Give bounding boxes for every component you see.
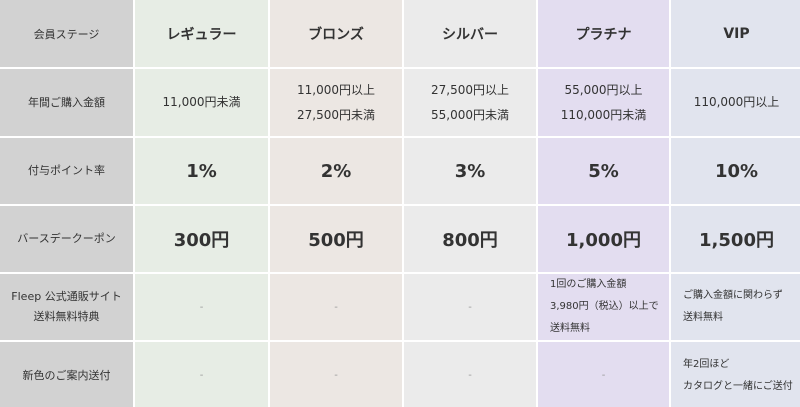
header-cell: シルバー <box>404 0 536 67</box>
cell-text: 1,000円 <box>566 230 641 251</box>
value-cell: 110,000円以上 <box>671 69 800 136</box>
header-cell: 会員ステージ <box>0 0 133 67</box>
cell-text: シルバー <box>442 26 498 43</box>
cell-text: バースデークーポン <box>17 232 116 245</box>
value-cell: 11,000円以上 27,500円未満 <box>270 69 402 136</box>
cell-text: 3,980円（税込）以上で <box>550 301 659 312</box>
cell-text: 10% <box>714 160 759 182</box>
value-cell: 500円 <box>270 206 402 272</box>
cell-text: 3% <box>454 160 486 182</box>
cell-text: 27,500円以上 <box>431 82 509 97</box>
cell-text: 5% <box>588 160 619 182</box>
cell-text: 110,000円以上 <box>693 95 780 109</box>
header-cell: ブロンズ <box>270 0 402 67</box>
cell-text: 11,000円未満 <box>162 95 241 109</box>
value-cell: 3% <box>404 138 536 204</box>
cell-text: 送料無料 <box>683 312 723 323</box>
cell-text: 年2回ほど <box>683 358 730 370</box>
cell-text: - <box>334 370 338 381</box>
value-cell: 55,000円以上 110,000円未満 <box>538 69 669 136</box>
cell-text: - <box>468 301 472 313</box>
value-cell: 27,500円以上 55,000円未満 <box>404 69 536 136</box>
row-label: 年間ご購入金額 <box>0 69 133 136</box>
cell-text: - <box>601 370 606 381</box>
header-cell: VIP <box>671 0 800 67</box>
cell-text: 800円 <box>442 230 498 251</box>
value-cell: - <box>404 342 536 407</box>
value-cell: - <box>270 274 402 340</box>
cell-text: 1% <box>186 160 217 182</box>
value-cell: - <box>135 342 268 407</box>
value-cell: - <box>270 342 402 407</box>
cell-text: VIP <box>723 25 750 42</box>
value-cell: - <box>538 342 669 407</box>
cell-text: 会員ステージ <box>33 27 100 41</box>
cell-text: 11,000円以上 <box>297 82 375 97</box>
value-cell: 年2回ほどカタログと一緒にご送付 <box>671 342 800 407</box>
value-cell: ご購入金額に関わらず 送料無料 <box>671 274 800 340</box>
header-cell: レギュラー <box>135 0 268 67</box>
cell-text: 新色のご案内送付 <box>22 368 111 382</box>
row-label: バースデークーポン <box>0 206 133 272</box>
value-cell: 10% <box>671 138 800 204</box>
value-cell: 1% <box>135 138 268 204</box>
value-cell: 800円 <box>404 206 536 272</box>
cell-text: 300円 <box>173 230 230 251</box>
cell-text: カタログと一緒にご送付 <box>683 380 793 392</box>
cell-text: 55,000円以上 <box>564 82 643 97</box>
value-cell: 5% <box>538 138 669 204</box>
cell-text: プラチナ <box>575 26 632 43</box>
value-cell: 1,000円 <box>538 206 669 272</box>
row-label: 新色のご案内送付 <box>0 342 133 407</box>
cell-text: 2% <box>320 160 352 182</box>
cell-text: Fleep 公式通販サイト <box>11 290 122 303</box>
cell-text: - <box>468 370 472 381</box>
cell-text: 1回のご購入金額 <box>550 279 627 290</box>
cell-text: ブロンズ <box>308 26 364 43</box>
cell-text: 500円 <box>308 230 364 251</box>
cell-text: - <box>334 301 338 313</box>
cell-text: - <box>199 370 204 381</box>
row-label: 付与ポイント率 <box>0 138 133 204</box>
value-cell: - <box>135 274 268 340</box>
value-cell: - <box>404 274 536 340</box>
cell-text: 付与ポイント率 <box>28 164 105 177</box>
value-cell: 2% <box>270 138 402 204</box>
cell-text: 送料無料 <box>550 323 590 334</box>
cell-text: - <box>199 301 204 313</box>
value-cell: 300円 <box>135 206 268 272</box>
row-label: Fleep 公式通販サイト 送料無料特典 <box>0 274 133 340</box>
value-cell: 1回のご購入金額 3,980円（税込）以上で 送料無料 <box>538 274 669 340</box>
cell-text: レギュラー <box>166 26 237 43</box>
cell-text: ご購入金額に関わらず <box>683 290 783 301</box>
value-cell: 1,500円 <box>671 206 800 272</box>
cell-text: 年間ご購入金額 <box>28 95 105 109</box>
cell-text: 27,500円未満 <box>297 107 375 122</box>
header-cell: プラチナ <box>538 0 669 67</box>
cell-text: 110,000円未満 <box>560 107 647 122</box>
cell-text: 55,000円未満 <box>431 107 509 122</box>
cell-text: 1,500円 <box>699 230 774 251</box>
value-cell: 11,000円未満 <box>135 69 268 136</box>
cell-text: 送料無料特典 <box>33 310 100 323</box>
